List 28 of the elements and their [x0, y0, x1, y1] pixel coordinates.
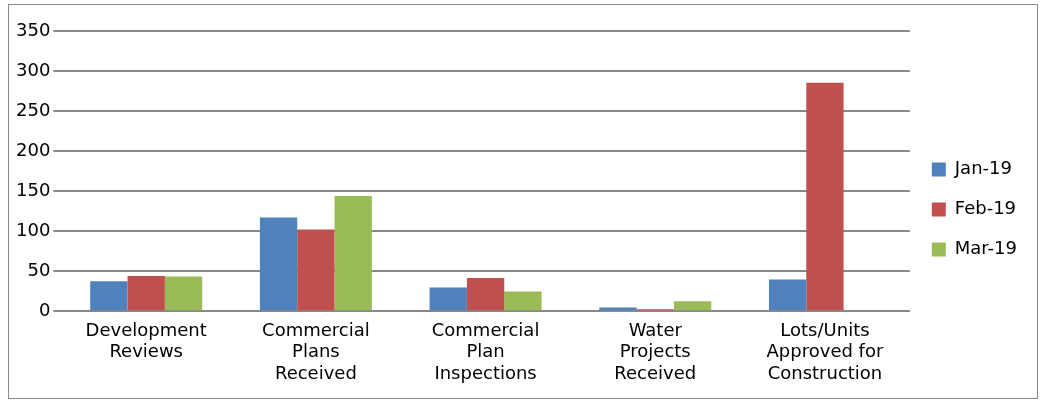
bar [259, 217, 298, 311]
y-tick-label: 150 [16, 178, 51, 200]
bar [297, 229, 335, 311]
legend-label: Mar-19 [954, 237, 1018, 259]
x-tick-label: Water Projects Received [614, 318, 697, 383]
y-tick-label: 50 [27, 258, 51, 280]
x-tick-label: Commercial Plan Inspections [431, 318, 540, 383]
bar [466, 277, 505, 311]
bar [164, 276, 203, 311]
bar [673, 301, 712, 311]
y-tick-label: 200 [16, 138, 51, 160]
bar [429, 287, 467, 311]
y-tick-label: 100 [16, 218, 51, 240]
legend-label: Feb-19 [954, 197, 1017, 219]
bar [90, 281, 128, 311]
y-tick-label: 250 [16, 98, 51, 120]
y-tick-label: 0 [38, 298, 51, 320]
x-tick-label: Lots/Units Approved for Construction [766, 318, 884, 383]
bar [334, 195, 372, 311]
y-tick-label: 350 [16, 18, 51, 40]
bar [768, 279, 807, 311]
bar [806, 82, 844, 311]
x-tick-label: Commercial Plans Received [262, 318, 370, 383]
legend-label: Jan-19 [953, 157, 1012, 179]
x-tick-label: Development Reviews [85, 318, 207, 362]
bar [127, 275, 165, 311]
bar [504, 291, 542, 311]
y-tick-label: 300 [16, 58, 51, 80]
